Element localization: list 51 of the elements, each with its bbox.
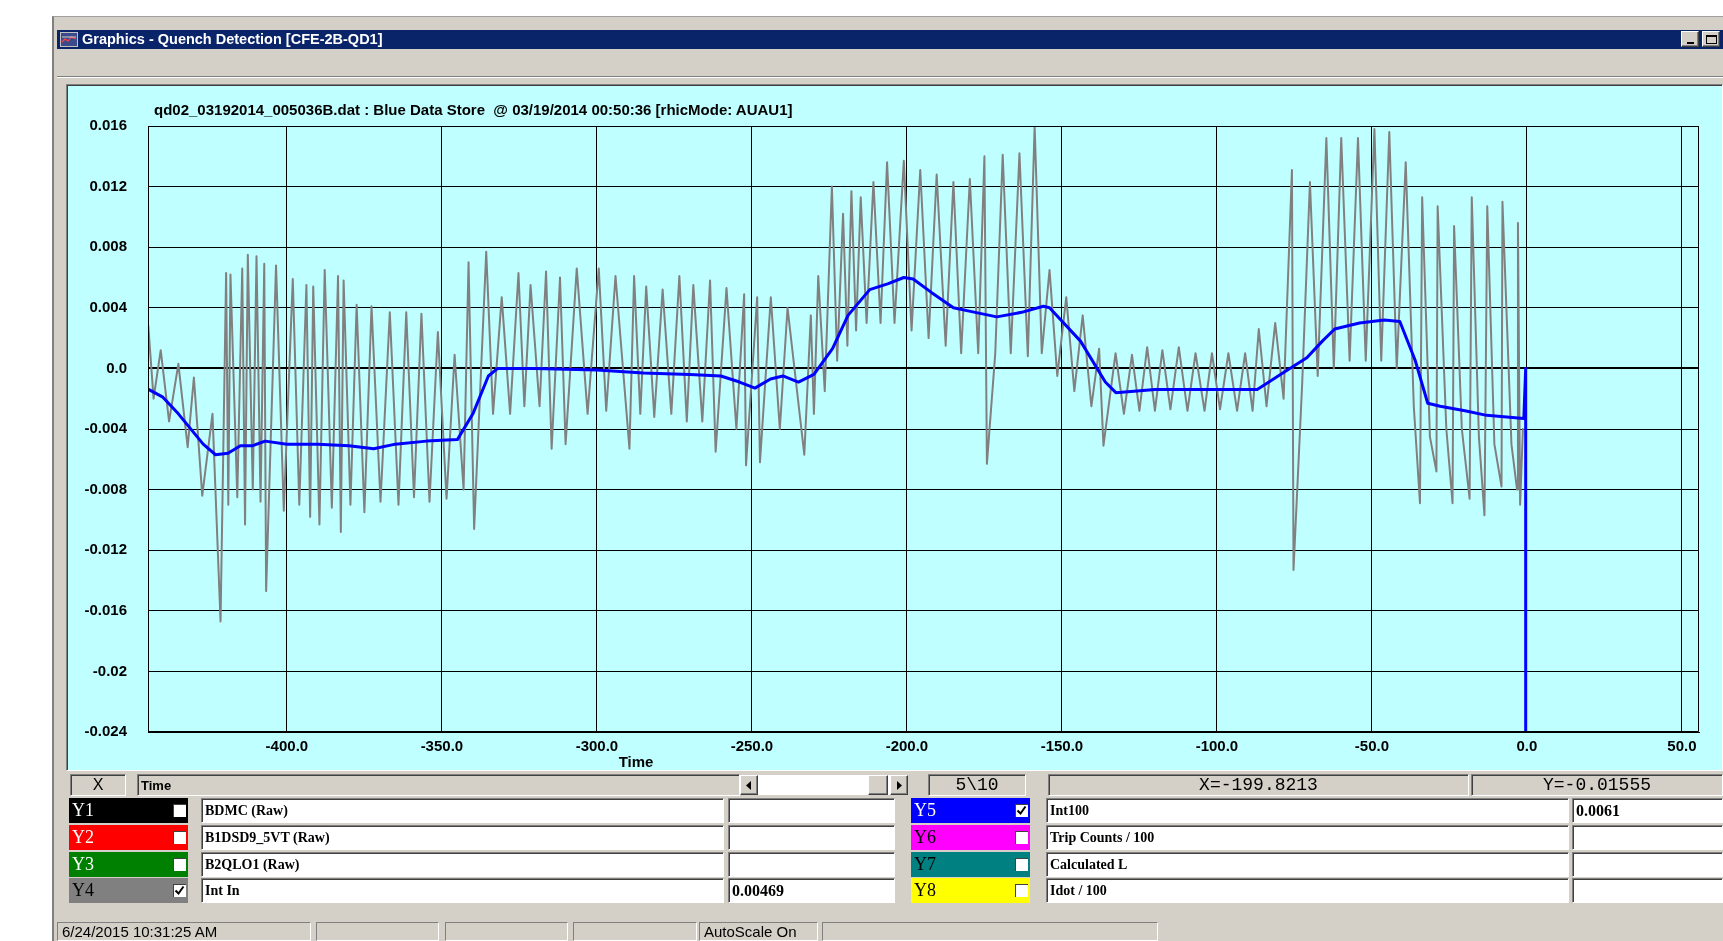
y-tick-label: 0.0 <box>106 358 127 376</box>
x-tick-label: -400.0 <box>265 737 309 755</box>
y-tick-label: 0.008 <box>89 237 127 255</box>
legend-label: Int100 <box>1050 802 1089 819</box>
y-tick-label: -0.02 <box>92 661 127 679</box>
chart-title: Graphics - Quench Detection [CFE-2B-QD1] <box>82 31 383 47</box>
text-field: Int In <box>201 878 724 903</box>
swatch: Y4 <box>69 878 188 903</box>
x-tick-label: -50.0 <box>1354 737 1390 755</box>
y-tick-label: 0.016 <box>89 116 127 134</box>
text-field: 0.0061 <box>1572 798 1723 823</box>
text-field: BDMC (Raw) <box>201 798 724 823</box>
legend-label: Int In <box>205 882 240 899</box>
text-field: Calculated L <box>1046 852 1569 877</box>
swatch: Y7 <box>911 852 1030 877</box>
x-tick-label: -150.0 <box>1040 737 1084 755</box>
y-tick-label: -0.004 <box>84 419 128 437</box>
swatch: Y1 <box>69 798 188 823</box>
swatch: Y3 <box>69 852 188 877</box>
swatch: Y6 <box>911 825 1030 850</box>
text-field: Y=-0.01555 <box>1471 774 1723 796</box>
text-field: Time <box>137 774 740 796</box>
text-field: X <box>70 774 126 796</box>
y-tick-label: 0.012 <box>89 176 127 194</box>
text-field: Trip Counts / 100 <box>1046 825 1569 850</box>
text-field: 5\10 <box>928 774 1026 796</box>
x-tick-label: -250.0 <box>730 737 774 755</box>
x-tick-label: -350.0 <box>420 737 464 755</box>
text-field: Int100 <box>1046 798 1569 823</box>
x-tick-label: 50.0 <box>1667 737 1697 755</box>
text-field: B1DSD9_5VT (Raw) <box>201 825 724 850</box>
text-field: X=-199.8213 <box>1048 774 1469 796</box>
y-tick-label: -0.024 <box>84 722 128 740</box>
x-tick-label: -300.0 <box>575 737 619 755</box>
status-panel: 6/24/2015 10:31:25 AM <box>57 922 311 941</box>
swatch: Y8 <box>911 878 1030 903</box>
x-tick-label: -200.0 <box>885 737 929 755</box>
text-field: Idot / 100 <box>1046 878 1569 903</box>
y-tick-label: -0.012 <box>84 540 127 558</box>
swatch: Y5 <box>911 798 1030 823</box>
x-tick-label: 0.0 <box>1516 737 1538 755</box>
y-tick-label: 0.004 <box>89 297 128 315</box>
status-panel: AutoScale On <box>699 922 818 941</box>
text-field: B2QLO1 (Raw) <box>201 852 724 877</box>
chart-subtitle: qd02_03192014_005036B.dat : Blue Data Store @ 03/19/2014 00:50:36 [rhicMode: AUAU1] <box>154 101 793 118</box>
x-tick-label: -100.0 <box>1195 737 1239 755</box>
text-field: 0.00469 <box>728 878 895 903</box>
x-axis-title: Time <box>618 753 654 770</box>
y-tick-label: -0.008 <box>84 479 127 497</box>
y-tick-label: -0.016 <box>84 600 127 618</box>
swatch: Y2 <box>69 825 188 850</box>
